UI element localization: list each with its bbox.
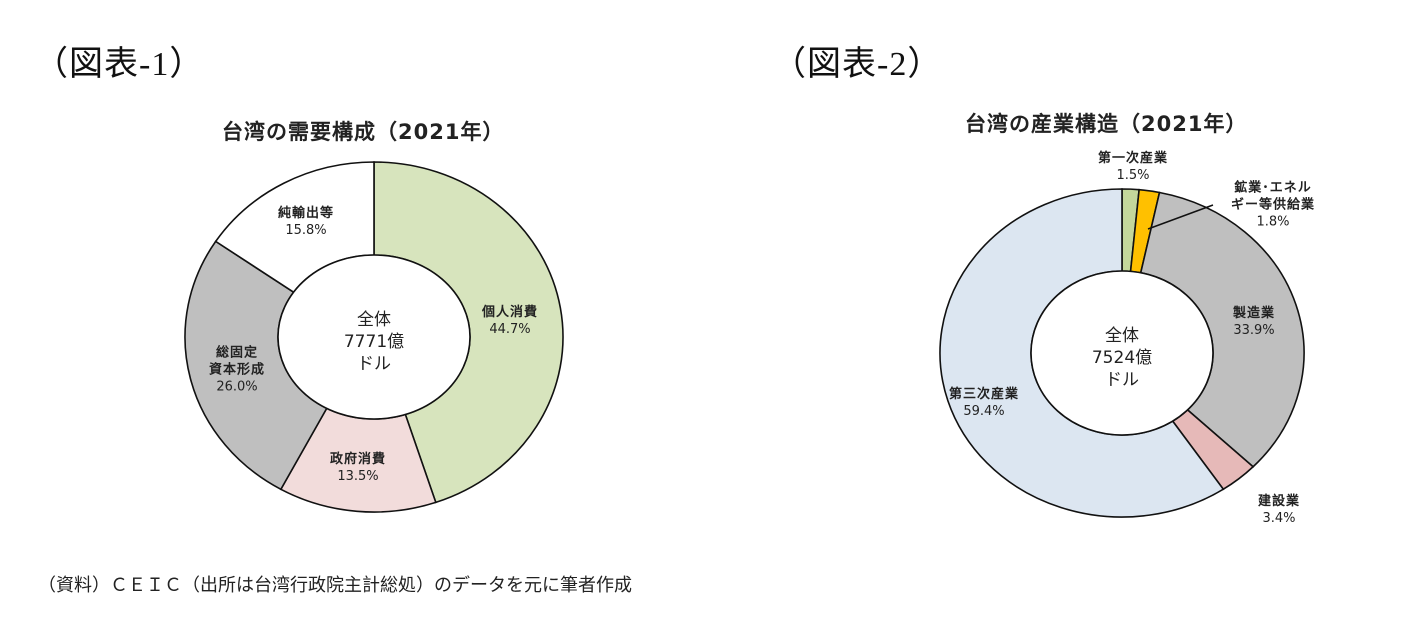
slice-label-government-consumption: 政府消費 13.5%	[329, 452, 387, 484]
industry-donut-chart	[939, 188, 1305, 518]
slice-label-construction: 建設業 3.4%	[1257, 494, 1301, 526]
donut-hole	[277, 254, 471, 420]
leader-line-mining	[1147, 204, 1214, 230]
demand-donut-chart	[184, 161, 564, 513]
source-note: （資料）ＣＥＩＣ（出所は台湾行政院主計総処）のデータを元に筆者作成	[38, 575, 632, 595]
chart-1-title: 台湾の需要構成（2021年）	[222, 120, 505, 144]
center-label-total-demand: 全体 7771億 ドル	[343, 310, 405, 374]
slice-label-gross-fixed-capital: 総固定 資本形成 26.0%	[208, 345, 266, 395]
center-label-total-industry: 全体 7524億 ドル	[1091, 326, 1153, 390]
slice-label-manufacturing: 製造業 33.9%	[1232, 306, 1276, 338]
slice-label-net-exports: 純輸出等 15.8%	[277, 206, 335, 238]
donut-hole	[1030, 270, 1214, 436]
chart-2-title: 台湾の産業構造（2021年）	[965, 112, 1248, 136]
slice-label-primary-industry: 第一次産業 1.5%	[1097, 151, 1169, 183]
slice-label-tertiary-industry: 第三次産業 59.4%	[948, 387, 1020, 419]
figure-2-label: （図表-2）	[772, 46, 943, 83]
figure-1-label: （図表-1）	[34, 46, 205, 83]
slice-label-mining-energy: 鉱業･エネル ギー等供給業 1.8%	[1230, 180, 1316, 230]
slice-label-private-consumption: 個人消費 44.7%	[481, 305, 539, 337]
